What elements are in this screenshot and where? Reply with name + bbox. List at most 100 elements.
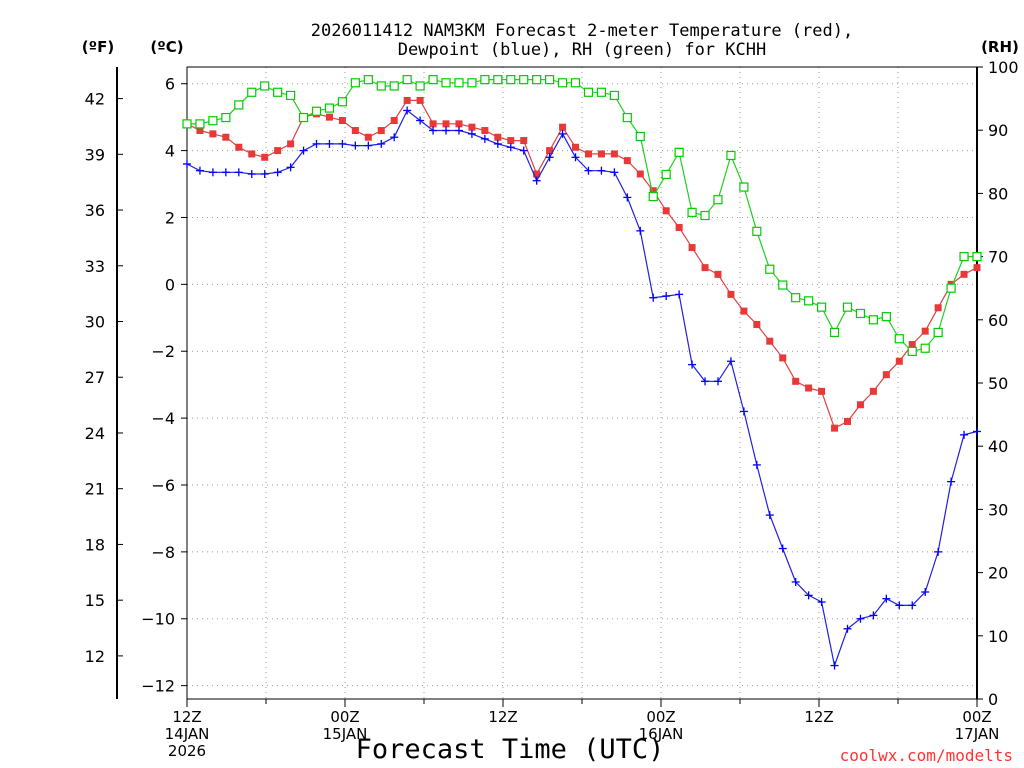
temperature-point [623, 157, 631, 165]
axes [116, 66, 983, 707]
rh-point [506, 75, 516, 85]
rh-tick-label: 50 [988, 374, 1008, 393]
rh-point [273, 87, 283, 97]
dewpoint-point [804, 591, 813, 600]
celsius-tick-label: −12 [141, 677, 175, 696]
dewpoint-point [442, 126, 451, 135]
rh-point [881, 312, 891, 322]
celsius-unit-label: (ºC) [150, 38, 183, 56]
dewpoint-point [623, 193, 632, 202]
temperature-point [287, 140, 295, 148]
temperature-point [636, 170, 644, 178]
x-tick-label: 2026 [168, 742, 206, 760]
dewpoint-point [480, 134, 489, 143]
rh-point [519, 75, 529, 85]
celsius-tick-label: 0 [165, 275, 175, 294]
temperature-point [688, 244, 696, 252]
rh-point [298, 112, 309, 123]
dewpoint-point [739, 407, 748, 416]
temperature-point [209, 130, 217, 138]
rh-tick-label: 40 [988, 437, 1008, 456]
dewpoint-point [545, 153, 554, 162]
x-tick-label: 17JAN [955, 725, 1000, 743]
temperature-point [908, 341, 916, 349]
dewpoint-point [221, 168, 230, 177]
celsius-tick-label: −8 [151, 543, 175, 562]
dewpoint-point [493, 139, 502, 148]
temperature-point [753, 320, 761, 328]
dewpoint-point [454, 126, 463, 135]
rh-point [428, 75, 438, 85]
rh-point [467, 78, 477, 88]
dewpoint-point [519, 146, 528, 155]
rh-point [609, 90, 619, 101]
dewpoint-point [506, 143, 515, 152]
dewpoint-point [636, 226, 645, 235]
rh-point [557, 78, 568, 88]
temperature-point [869, 387, 877, 395]
temperature-point [351, 127, 359, 135]
temperature-point [843, 417, 851, 425]
fahrenheit-tick-label: 24 [85, 424, 105, 443]
dewpoint-point [273, 168, 282, 177]
temperature-point [377, 127, 385, 135]
rh-tick-label: 80 [988, 184, 1008, 203]
rh-unit-label: (RH) [981, 38, 1019, 56]
temperature-point [779, 354, 787, 362]
dewpoint-point [584, 166, 593, 175]
temperature-point [766, 337, 774, 345]
rh-point [324, 103, 335, 113]
celsius-tick-label: 6 [165, 75, 175, 94]
dewpoint-point [662, 292, 671, 301]
temperature-point [481, 127, 489, 135]
fahrenheit-tick-label: 39 [85, 145, 105, 164]
dewpoint-point [843, 624, 852, 633]
dewpoint-point [571, 153, 580, 162]
dewpoint-point [390, 133, 399, 142]
rh-point [337, 97, 348, 107]
temperature-point [325, 113, 333, 121]
rh-point [389, 81, 399, 91]
dewpoint-point [610, 168, 619, 177]
dewpoint-point [882, 594, 891, 603]
temperature-point [882, 371, 890, 379]
dewpoint-point [299, 146, 308, 155]
rh-point [415, 81, 425, 91]
rh-point [829, 327, 840, 338]
temperature-point [805, 384, 813, 392]
temperature-point [675, 224, 683, 232]
celsius-tick-label: −6 [151, 476, 175, 495]
rh-point [532, 75, 542, 85]
dewpoint-point [675, 290, 684, 299]
temperature-point [921, 327, 929, 335]
fahrenheit-tick-label: 36 [85, 201, 105, 220]
temperature-point [973, 264, 981, 272]
rh-point [868, 315, 878, 325]
fahrenheit-tick-label: 42 [85, 90, 105, 109]
rh-point [350, 78, 360, 88]
temperature-point [856, 401, 864, 409]
fahrenheit-tick-label: 27 [85, 368, 105, 387]
dewpoint-point [558, 129, 567, 138]
x-axis-label: Forecast Time (UTC) [356, 734, 665, 765]
x-tick-label: 00Z [962, 708, 991, 726]
rh-point [311, 106, 322, 116]
temperature-point [649, 187, 657, 195]
rh-point [946, 283, 956, 293]
celsius-tick-label: 2 [165, 208, 175, 227]
temperature-point [559, 123, 567, 131]
temperature-point [274, 147, 282, 155]
fahrenheit-tick-label: 18 [85, 535, 105, 554]
rh-point [700, 210, 710, 221]
dewpoint-point [183, 159, 191, 168]
temperature-point [222, 133, 230, 141]
rh-point [752, 226, 762, 236]
series-dewpoint [183, 106, 981, 670]
temperature-point [494, 133, 502, 141]
temperature-point [248, 150, 256, 158]
fahrenheit-tick-label: 21 [85, 480, 105, 499]
rh-point [493, 75, 503, 85]
temperature-point [572, 143, 580, 151]
temperature-point [934, 304, 942, 312]
